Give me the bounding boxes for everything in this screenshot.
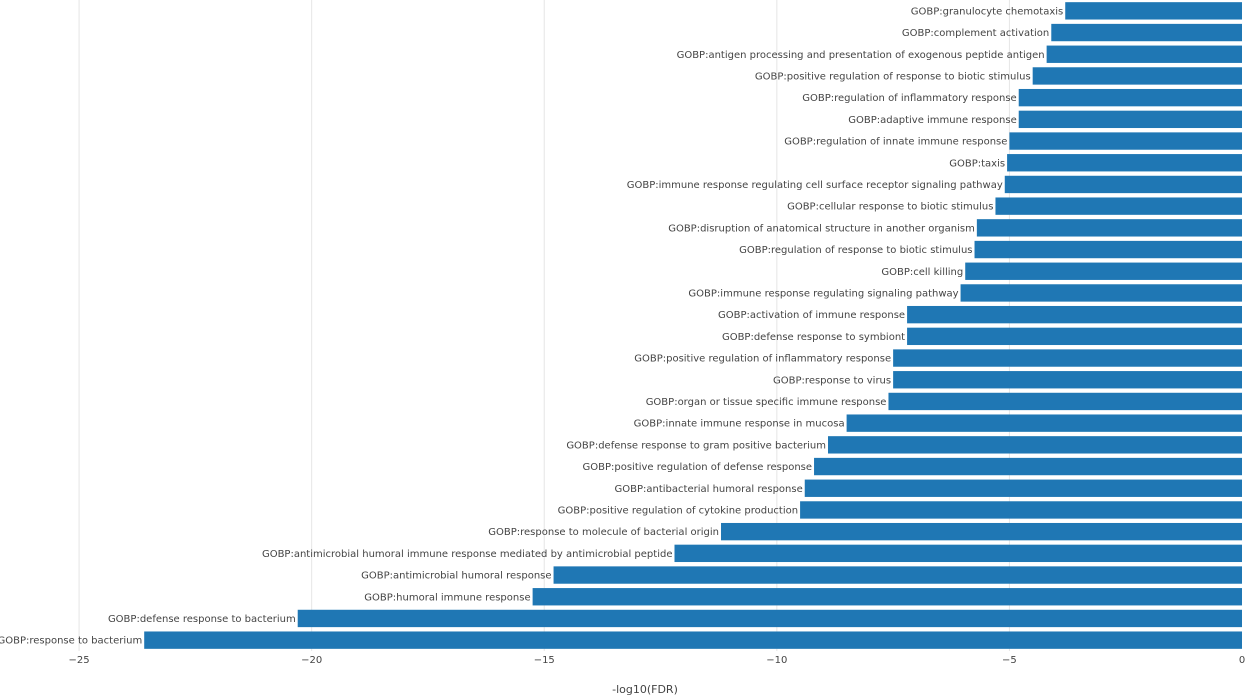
- bar-category-label: GOBP:immune response regulating cell sur…: [627, 180, 1003, 191]
- bar[interactable]: [995, 197, 1242, 215]
- bar-category-label: GOBP:response to molecule of bacterial o…: [488, 527, 719, 538]
- bar-category-label: GOBP:defense response to symbiont: [722, 332, 905, 343]
- bar[interactable]: [907, 327, 1242, 346]
- bar[interactable]: [907, 305, 1242, 324]
- bar[interactable]: [888, 392, 1242, 411]
- bar[interactable]: [1018, 110, 1242, 129]
- bar-category-label: GOBP:adaptive immune response: [848, 115, 1016, 126]
- bar-category-label: GOBP:cellular response to biotic stimulu…: [787, 202, 993, 213]
- x-tick-label: −20: [301, 655, 322, 666]
- bar-category-label: GOBP:positive regulation of response to …: [755, 71, 1031, 82]
- gridlines: [78, 0, 1010, 651]
- bar-category-label: GOBP:regulation of response to biotic st…: [739, 245, 972, 256]
- bar[interactable]: [297, 609, 1242, 628]
- bar-category-label: GOBP:innate immune response in mucosa: [634, 419, 845, 430]
- bar-labels: GOBP:granulocyte chemotaxis GOBP:compleme…: [0, 6, 1063, 646]
- bar[interactable]: [553, 566, 1242, 584]
- bar-category-label: GOBP:regulation of inflammatory response: [802, 93, 1017, 104]
- bar[interactable]: [532, 588, 1242, 606]
- bar-category-label: GOBP:positive regulation of inflammatory…: [634, 354, 891, 365]
- x-tick-label: −15: [534, 655, 555, 666]
- x-tick-label: −25: [69, 655, 90, 666]
- bar[interactable]: [1046, 45, 1242, 63]
- bar[interactable]: [974, 240, 1242, 259]
- bar[interactable]: [804, 479, 1242, 497]
- bar[interactable]: [960, 284, 1242, 302]
- bars: [144, 2, 1242, 649]
- bar-category-label: GOBP:complement activation: [902, 28, 1049, 39]
- bar[interactable]: [1065, 2, 1242, 20]
- bar-category-label: GOBP:taxis: [949, 158, 1005, 169]
- bar-category-label: GOBP:antibacterial humoral response: [615, 484, 803, 495]
- bar[interactable]: [893, 371, 1242, 389]
- bar[interactable]: [800, 501, 1242, 519]
- bar-category-label: GOBP:organ or tissue specific immune res…: [646, 397, 887, 408]
- bar-category-label: GOBP:positive regulation of defense resp…: [582, 462, 812, 473]
- x-tick-label: −10: [766, 655, 787, 666]
- bar-category-label: GOBP:antimicrobial humoral response: [361, 571, 551, 582]
- bar-category-label: GOBP:defense response to bacterium: [108, 614, 296, 625]
- bar-category-label: GOBP:response to virus: [773, 375, 891, 386]
- bar[interactable]: [814, 457, 1242, 476]
- bar[interactable]: [1009, 132, 1242, 150]
- bar-category-label: GOBP:activation of immune response: [718, 310, 905, 321]
- bar[interactable]: [828, 436, 1242, 454]
- bar[interactable]: [1032, 67, 1242, 85]
- bar-category-label: GOBP:cell killing: [881, 267, 963, 278]
- bar[interactable]: [1007, 154, 1242, 172]
- bar[interactable]: [144, 631, 1242, 649]
- x-axis-ticks: −25 −20 −15 −10 −5 0: [69, 655, 1246, 666]
- bar[interactable]: [846, 414, 1242, 432]
- bar-category-label: GOBP:immune response regulating signalin…: [688, 288, 958, 299]
- bar-category-label: GOBP:antigen processing and presentation…: [677, 50, 1045, 61]
- bar[interactable]: [721, 522, 1242, 541]
- bar[interactable]: [1004, 175, 1242, 194]
- bar[interactable]: [893, 349, 1242, 367]
- bar[interactable]: [1018, 88, 1242, 107]
- bar-category-label: GOBP:antimicrobial humoral immune respon…: [262, 549, 673, 560]
- bar[interactable]: [965, 262, 1242, 280]
- x-tick-label: −5: [1002, 655, 1017, 666]
- bar-category-label: GOBP:disruption of anatomical structure …: [668, 223, 975, 234]
- x-tick-label: 0: [1239, 655, 1245, 666]
- x-axis-title: -log10(FDR): [612, 683, 678, 696]
- bar-category-label: GOBP:response to bacterium: [0, 636, 142, 647]
- bar-category-label: GOBP:humoral immune response: [364, 592, 530, 603]
- bar[interactable]: [674, 544, 1242, 563]
- bar-category-label: GOBP:defense response to gram positive b…: [566, 440, 826, 451]
- bar[interactable]: [976, 219, 1242, 237]
- bar-category-label: GOBP:granulocyte chemotaxis: [911, 6, 1064, 17]
- bar-category-label: GOBP:positive regulation of cytokine pro…: [558, 505, 798, 516]
- bar-category-label: GOBP:regulation of innate immune respons…: [784, 137, 1007, 148]
- bar[interactable]: [1051, 23, 1242, 42]
